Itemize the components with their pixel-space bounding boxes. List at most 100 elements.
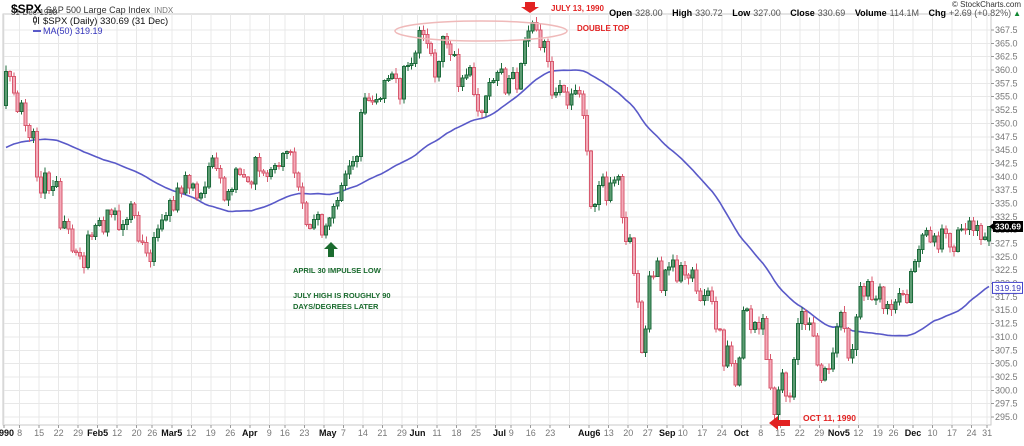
svg-text:18: 18	[451, 428, 461, 438]
svg-text:8: 8	[17, 428, 22, 438]
svg-text:360.0: 360.0	[995, 65, 1018, 75]
svg-text:JULY 13, 1990: JULY 13, 1990	[551, 4, 604, 13]
svg-text:Feb5: Feb5	[87, 428, 108, 438]
volume-value: 114.1M	[889, 8, 920, 18]
svg-text:335.0: 335.0	[995, 199, 1018, 209]
svg-text:21: 21	[377, 428, 387, 438]
svg-text:365.0: 365.0	[995, 38, 1018, 48]
svg-text:Mar5: Mar5	[161, 428, 182, 438]
svg-text:JULY HIGH IS ROUGHLY 90: JULY HIGH IS ROUGHLY 90	[293, 291, 391, 300]
volume-label: Volume	[854, 8, 887, 18]
svg-text:19: 19	[873, 428, 883, 438]
svg-text:15: 15	[34, 428, 44, 438]
svg-text:357.5: 357.5	[995, 78, 1018, 88]
close-label: Close	[790, 8, 815, 18]
legend-series-label: $SPX (Daily) 330.69 (31 Dec)	[43, 16, 169, 27]
svg-text:307.5: 307.5	[995, 345, 1018, 355]
svg-text:Oct: Oct	[734, 428, 749, 438]
svg-text:31: 31	[982, 428, 992, 438]
svg-text:362.5: 362.5	[995, 52, 1018, 62]
svg-text:17: 17	[697, 428, 707, 438]
svg-text:12: 12	[186, 428, 196, 438]
svg-text:23: 23	[545, 428, 555, 438]
legend-ma: MA(50) 319.19	[33, 26, 103, 36]
svg-text:26: 26	[888, 428, 898, 438]
svg-text:345.0: 345.0	[995, 145, 1018, 155]
svg-text:26: 26	[147, 428, 157, 438]
svg-text:317.5: 317.5	[995, 292, 1018, 302]
low-value: 327.00	[753, 8, 781, 18]
svg-text:DOUBLE TOP: DOUBLE TOP	[577, 24, 630, 33]
svg-text:14: 14	[358, 428, 368, 438]
svg-text:295.0: 295.0	[995, 412, 1018, 422]
legend-series: $SPX (Daily) 330.69 (31 Dec)	[33, 16, 168, 28]
svg-text:319.19: 319.19	[995, 283, 1021, 293]
svg-text:10: 10	[678, 428, 688, 438]
svg-text:350.0: 350.0	[995, 118, 1018, 128]
svg-text:347.5: 347.5	[995, 132, 1018, 142]
svg-text:APRIL 30 IMPULSE LOW: APRIL 30 IMPULSE LOW	[293, 266, 382, 275]
svg-text:17: 17	[947, 428, 957, 438]
svg-text:342.5: 342.5	[995, 158, 1018, 168]
svg-text:12: 12	[853, 428, 863, 438]
svg-text:29: 29	[814, 428, 824, 438]
high-label: High	[672, 8, 693, 18]
svg-text:312.5: 312.5	[995, 319, 1018, 329]
ma-line-icon	[33, 30, 41, 32]
change-value: +2.69 (+0.82%)	[949, 8, 1012, 18]
svg-text:25: 25	[471, 428, 481, 438]
svg-text:Apr: Apr	[242, 428, 258, 438]
svg-text:15: 15	[775, 428, 785, 438]
svg-text:325.0: 325.0	[995, 252, 1018, 262]
high-value: 330.72	[695, 8, 723, 18]
svg-text:OCT 11, 1990: OCT 11, 1990	[803, 413, 856, 423]
svg-text:305.0: 305.0	[995, 359, 1018, 369]
svg-text:May: May	[319, 428, 337, 438]
svg-text:Aug6: Aug6	[578, 428, 601, 438]
svg-text:322.5: 322.5	[995, 265, 1018, 275]
svg-text:337.5: 337.5	[995, 185, 1018, 195]
svg-text:9: 9	[509, 428, 514, 438]
svg-text:8: 8	[758, 428, 763, 438]
svg-text:1990: 1990	[0, 428, 14, 438]
svg-text:340.0: 340.0	[995, 172, 1018, 182]
exchange-tag: INDX	[154, 6, 174, 15]
svg-text:352.5: 352.5	[995, 105, 1018, 115]
svg-text:330.69: 330.69	[995, 222, 1021, 232]
svg-text:19: 19	[206, 428, 216, 438]
open-value: 328.00	[635, 8, 663, 18]
svg-text:20: 20	[132, 428, 142, 438]
svg-text:22: 22	[795, 428, 805, 438]
svg-text:310.0: 310.0	[995, 332, 1018, 342]
svg-text:13: 13	[604, 428, 614, 438]
close-value: 330.69	[817, 8, 846, 18]
svg-text:Sep: Sep	[659, 428, 676, 438]
svg-text:7: 7	[341, 428, 346, 438]
svg-text:16: 16	[280, 428, 290, 438]
candlestick-chart-icon	[33, 16, 40, 28]
svg-text:24: 24	[717, 428, 727, 438]
open-label: Open	[609, 8, 633, 18]
svg-text:24: 24	[966, 428, 976, 438]
quote-bar: Open 328.00 High 330.72 Low 327.00 Close 330…	[602, 8, 1021, 18]
svg-text:DAYS/DEGREES LATER: DAYS/DEGREES LATER	[293, 302, 379, 311]
svg-text:22: 22	[54, 428, 64, 438]
svg-text:20: 20	[623, 428, 633, 438]
svg-text:Dec: Dec	[905, 428, 922, 438]
svg-text:327.5: 327.5	[995, 239, 1018, 249]
svg-text:367.5: 367.5	[995, 25, 1018, 35]
svg-text:Jun: Jun	[409, 428, 425, 438]
symbol: $SPX	[11, 2, 42, 16]
svg-text:297.5: 297.5	[995, 399, 1018, 409]
svg-text:Jul: Jul	[493, 428, 506, 438]
svg-text:355.0: 355.0	[995, 92, 1018, 102]
svg-text:315.0: 315.0	[995, 305, 1018, 315]
change-up-icon: ▲	[1013, 9, 1021, 18]
svg-text:29: 29	[397, 428, 407, 438]
title-block: $SPX S&P 500 Large Cap Index INDX	[11, 0, 173, 18]
svg-text:27: 27	[643, 428, 653, 438]
symbol-name: S&P 500 Large Cap Index	[45, 5, 151, 15]
svg-text:23: 23	[299, 428, 309, 438]
